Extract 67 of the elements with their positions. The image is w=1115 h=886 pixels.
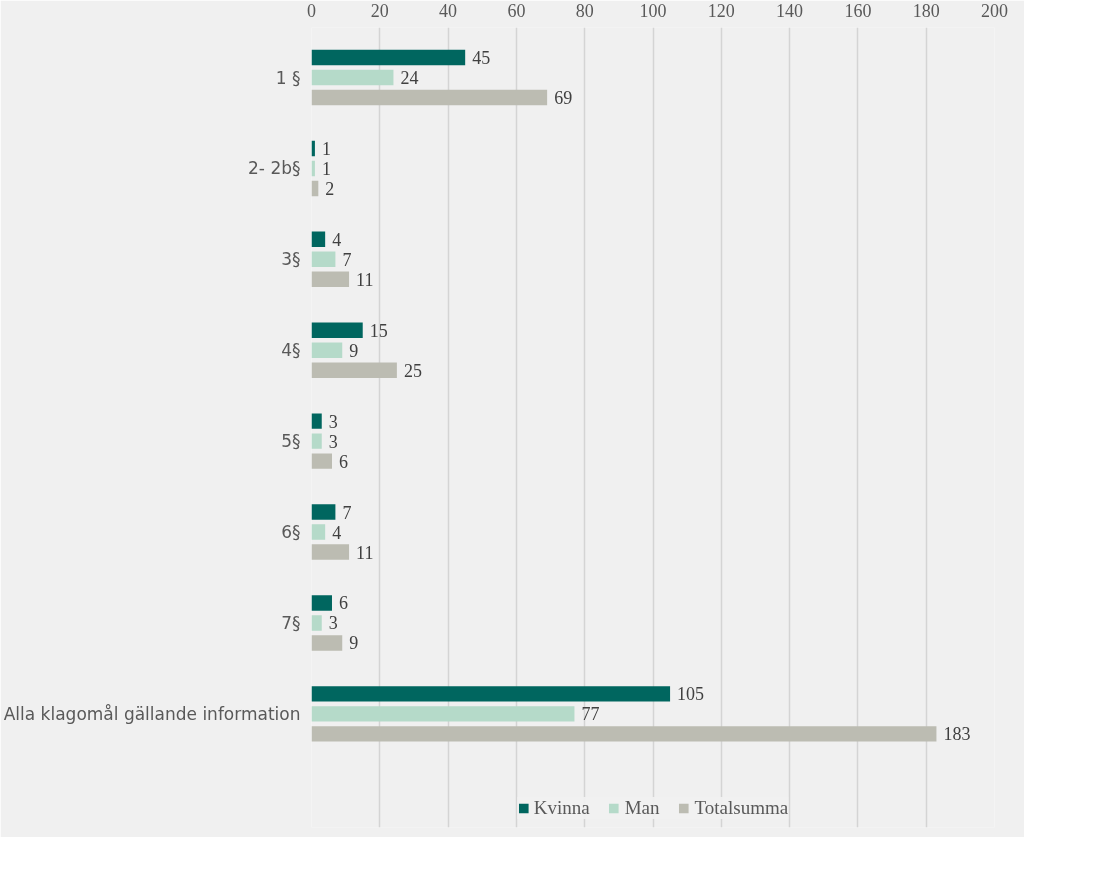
bar [311, 251, 336, 268]
data-label: 2 [325, 178, 335, 199]
y-tick-label: 3§ [281, 249, 301, 270]
y-tick-label: Alla klagomål gällande information [3, 703, 301, 724]
bar [311, 69, 394, 86]
bar [311, 504, 336, 520]
legend-label: Totalsumma [694, 797, 789, 819]
data-label: 183 [943, 724, 971, 745]
x-tick-label: 160 [844, 0, 872, 21]
bar [311, 726, 937, 742]
bar [311, 49, 466, 66]
data-label: 3 [328, 431, 338, 452]
y-tick-label: 7§ [281, 612, 301, 633]
y-tick-label: 1 § [275, 67, 301, 88]
data-label: 7 [342, 502, 352, 523]
data-label: 4 [332, 522, 342, 543]
data-label: 3 [328, 411, 338, 432]
bar [311, 544, 350, 560]
x-tick-label: 100 [639, 0, 667, 21]
bar [311, 322, 363, 338]
data-label: 45 [472, 48, 491, 68]
data-label: 15 [369, 320, 388, 341]
data-label: 6 [338, 593, 348, 614]
y-tick-label: 4§ [281, 340, 301, 361]
data-label: 105 [677, 684, 705, 705]
bar [311, 342, 343, 358]
data-label: 1 [321, 138, 331, 159]
x-tick-label: 40 [439, 0, 458, 21]
bar [311, 706, 575, 722]
y-tick-label: 5§ [281, 431, 301, 452]
bar [311, 615, 322, 631]
y-tick-label: 2- 2b§ [248, 158, 301, 179]
data-label: 11 [356, 542, 374, 563]
data-label: 77 [581, 704, 600, 725]
bar [311, 231, 326, 248]
bar [311, 89, 548, 106]
x-tick-label: 180 [912, 0, 940, 21]
bar [311, 271, 350, 288]
x-tick-label: 120 [707, 0, 735, 21]
bar [311, 595, 332, 611]
x-tick-label: 0 [307, 0, 316, 21]
data-label: 24 [400, 68, 419, 88]
bar [311, 413, 322, 429]
bar [311, 524, 326, 540]
data-label: 7 [342, 249, 352, 270]
data-label: 4 [332, 229, 342, 250]
x-tick-label: 20 [370, 0, 389, 21]
data-label: 25 [403, 360, 422, 381]
bar [311, 453, 332, 469]
bar [311, 635, 343, 651]
legend-label: Kvinna [533, 797, 590, 819]
x-tick-label: 140 [776, 0, 804, 21]
data-label: 6 [338, 451, 348, 472]
data-label: 1 [321, 158, 331, 179]
data-label: 11 [356, 269, 374, 290]
x-tick-label: 60 [507, 0, 526, 21]
data-label: 69 [554, 88, 573, 108]
x-tick-label: 80 [575, 0, 594, 21]
y-tick-label: 6§ [281, 522, 301, 543]
bar [311, 433, 322, 449]
data-label: 9 [349, 633, 359, 654]
data-label: 9 [349, 340, 359, 361]
bar [311, 686, 671, 702]
x-tick-label: 200 [981, 0, 1008, 21]
legend-label: Man [624, 797, 660, 819]
data-label: 3 [328, 613, 338, 634]
bar [311, 362, 397, 378]
